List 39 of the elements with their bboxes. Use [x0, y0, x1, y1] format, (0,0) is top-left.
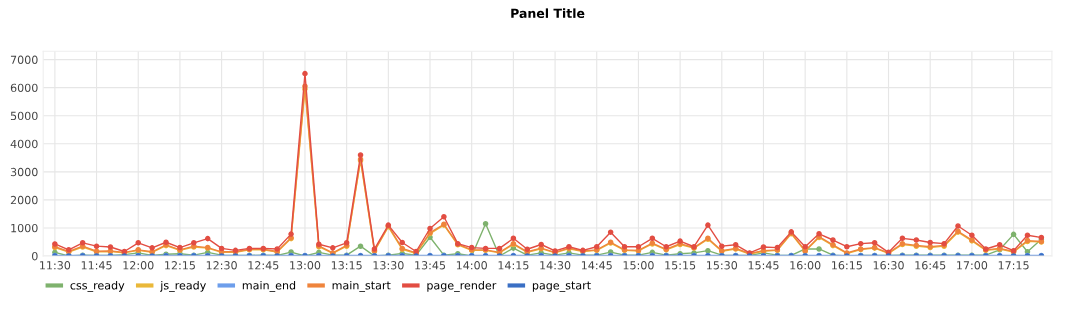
x-tick-label: 12:30: [206, 261, 237, 270]
y-tick-label: 0: [32, 251, 38, 261]
x-tick-label: 13:30: [373, 261, 404, 270]
chart-title: Panel Title: [511, 8, 585, 19]
x-tick-label: 14:30: [540, 261, 571, 270]
x-tick-label: 12:00: [123, 261, 154, 270]
legend-label: page_start: [532, 281, 591, 292]
x-tick-label: 12:45: [248, 261, 279, 270]
x-tick-label: 12:15: [165, 261, 195, 270]
y-tick-label: 2000: [10, 195, 38, 205]
x-tick-label: 13:15: [331, 261, 362, 270]
x-tick-label: 15:45: [748, 261, 779, 270]
x-tick-label: 11:30: [40, 261, 71, 270]
y-tick-label: 3000: [10, 167, 38, 177]
x-tick-label: 16:30: [873, 261, 904, 270]
x-tick-label: 16:45: [915, 261, 946, 270]
x-tick-label: 14:45: [581, 261, 612, 270]
y-tick-label: 4000: [10, 139, 38, 149]
x-tick-label: 17:15: [998, 261, 1029, 270]
y-tick-label: 1000: [11, 223, 38, 233]
x-tick-label: 16:15: [832, 261, 862, 270]
legend-label: css_ready: [70, 280, 125, 292]
y-tick-label: 7000: [10, 55, 38, 64]
x-tick-label: 11:45: [81, 261, 112, 270]
y-tick-label: 5000: [10, 111, 38, 121]
x-tick-label: 15:30: [707, 261, 738, 270]
x-tick-label: 14:00: [456, 261, 487, 270]
x-tick-label: 13:45: [415, 261, 446, 270]
y-tick-label: 6000: [10, 83, 38, 93]
legend-label: main_end: [242, 280, 296, 292]
x-tick-label: 15:00: [623, 261, 654, 270]
x-tick-label: 16:00: [790, 261, 821, 270]
legend-label: main_start: [332, 280, 391, 292]
x-tick-label: 15:15: [665, 261, 696, 270]
legend-label: js_ready: [160, 280, 206, 292]
x-tick-label: 17:00: [957, 261, 988, 270]
x-tick-label: 14:15: [498, 261, 529, 270]
legend-label: page_render: [427, 280, 497, 292]
x-tick-label: 13:00: [290, 261, 321, 270]
